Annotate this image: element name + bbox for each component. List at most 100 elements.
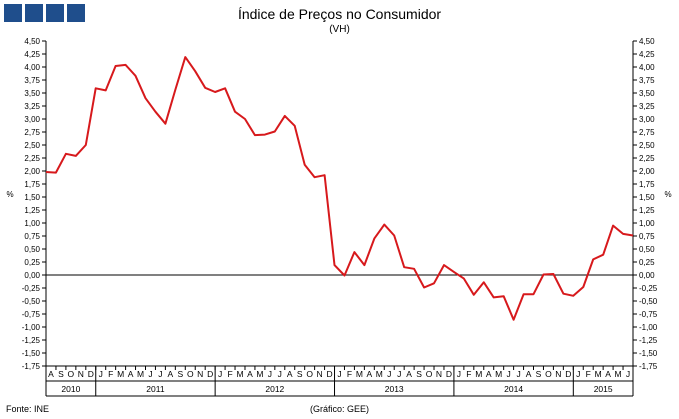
y-tick-label-right: 1,25 (639, 206, 655, 215)
x-month-label: N (555, 369, 561, 379)
y-tick-label-left: 4,00 (24, 63, 40, 72)
x-year-label: 2012 (265, 384, 284, 394)
y-tick-label-right: -1,00 (639, 323, 658, 332)
y-tick-label-left: 0,75 (24, 232, 40, 241)
series-line-cpi (45, 56, 634, 321)
x-month-label: J (457, 369, 461, 379)
x-year-label: 2013 (385, 384, 404, 394)
y-tick-label-left: -1,00 (22, 323, 41, 332)
y-axis-label-left: % (6, 190, 13, 199)
x-month-label: M (256, 369, 263, 379)
x-month-label: O (187, 369, 194, 379)
y-tick-label-left: -0,75 (22, 310, 41, 319)
x-month-label: J (397, 369, 401, 379)
y-tick-label-right: 4,00 (639, 63, 655, 72)
x-month-label: J (99, 369, 103, 379)
source-note: Fonte: INE (6, 404, 50, 414)
y-tick-label-right: 1,75 (639, 180, 655, 189)
x-month-label: M (117, 369, 124, 379)
y-tick-label-right: -1,50 (639, 349, 658, 358)
x-month-label: A (168, 369, 174, 379)
x-year-label: 2014 (504, 384, 523, 394)
x-month-label: D (88, 369, 94, 379)
y-tick-label-right: 2,75 (639, 128, 655, 137)
y-tick-label-right: 3,50 (639, 89, 655, 98)
x-month-label: S (177, 369, 183, 379)
x-month-label: S (58, 369, 64, 379)
x-month-label: M (475, 369, 482, 379)
y-tick-label-left: -1,50 (22, 349, 41, 358)
y-tick-label-left: -0,25 (22, 284, 41, 293)
x-month-label: M (595, 369, 602, 379)
x-month-label: A (526, 369, 532, 379)
y-tick-label-left: 4,50 (24, 37, 40, 46)
y-tick-label-left: 0,50 (24, 245, 40, 254)
x-month-label: F (466, 369, 471, 379)
y-tick-label-left: 0,00 (24, 271, 40, 280)
y-tick-label-left: 3,00 (24, 115, 40, 124)
x-month-label: J (268, 369, 272, 379)
y-tick-label-right: -1,25 (639, 336, 658, 345)
x-year-label: 2010 (61, 384, 80, 394)
x-month-label: J (148, 369, 152, 379)
y-tick-label-right: -0,50 (639, 297, 658, 306)
x-month-label: S (536, 369, 542, 379)
x-month-label: M (236, 369, 243, 379)
y-tick-label-left: 1,25 (24, 206, 40, 215)
x-month-label: A (605, 369, 611, 379)
x-month-label: D (446, 369, 452, 379)
x-month-label: A (128, 369, 134, 379)
y-tick-label-left: 3,50 (24, 89, 40, 98)
x-month-label: J (576, 369, 580, 379)
x-month-label: M (376, 369, 383, 379)
y-axis-label-right: % (664, 190, 671, 199)
y-tick-label-left: 4,25 (24, 50, 40, 59)
x-month-label: S (416, 369, 422, 379)
y-tick-label-right: -1,75 (639, 362, 658, 371)
x-month-label: F (108, 369, 113, 379)
x-month-label: F (227, 369, 232, 379)
y-tick-label-right: 4,25 (639, 50, 655, 59)
y-tick-label-left: -0,50 (22, 297, 41, 306)
y-tick-label-left: 1,75 (24, 180, 40, 189)
y-tick-label-right: 1,50 (639, 193, 655, 202)
y-tick-label-left: 2,50 (24, 141, 40, 150)
y-tick-label-left: -1,25 (22, 336, 41, 345)
x-year-label: 2011 (146, 384, 165, 394)
x-month-label: O (306, 369, 313, 379)
x-month-label: A (287, 369, 293, 379)
y-tick-label-right: 3,25 (639, 102, 655, 111)
y-tick-label-right: -0,75 (639, 310, 658, 319)
x-month-label: M (615, 369, 622, 379)
x-month-label: A (486, 369, 492, 379)
x-month-label: J (626, 369, 630, 379)
y-tick-label-right: 2,00 (639, 167, 655, 176)
x-month-label: J (387, 369, 391, 379)
y-tick-label-right: 2,25 (639, 154, 655, 163)
y-tick-label-right: 0,25 (639, 258, 655, 267)
logo-block (67, 4, 85, 22)
chart-subtitle: (VH) (329, 24, 350, 35)
x-month-label: O (426, 369, 433, 379)
x-month-label: N (197, 369, 203, 379)
x-month-label: J (516, 369, 520, 379)
y-tick-label-right: -0,25 (639, 284, 658, 293)
y-tick-label-left: 2,25 (24, 154, 40, 163)
gee-logo (4, 4, 85, 22)
y-tick-label-left: 3,25 (24, 102, 40, 111)
y-tick-label-left: 2,75 (24, 128, 40, 137)
x-month-label: J (278, 369, 282, 379)
y-tick-label-left: -1,75 (22, 362, 41, 371)
y-tick-label-right: 4,50 (639, 37, 655, 46)
y-tick-label-right: 0,75 (639, 232, 655, 241)
y-tick-label-left: 1,50 (24, 193, 40, 202)
x-month-label: O (545, 369, 552, 379)
x-month-label: A (48, 369, 54, 379)
x-month-label: A (367, 369, 373, 379)
y-tick-label-left: 1,00 (24, 219, 40, 228)
x-month-label: M (495, 369, 502, 379)
y-tick-label-left: 3,75 (24, 76, 40, 85)
x-month-label: S (297, 369, 303, 379)
y-tick-label-right: 0,50 (639, 245, 655, 254)
x-month-label: J (158, 369, 162, 379)
